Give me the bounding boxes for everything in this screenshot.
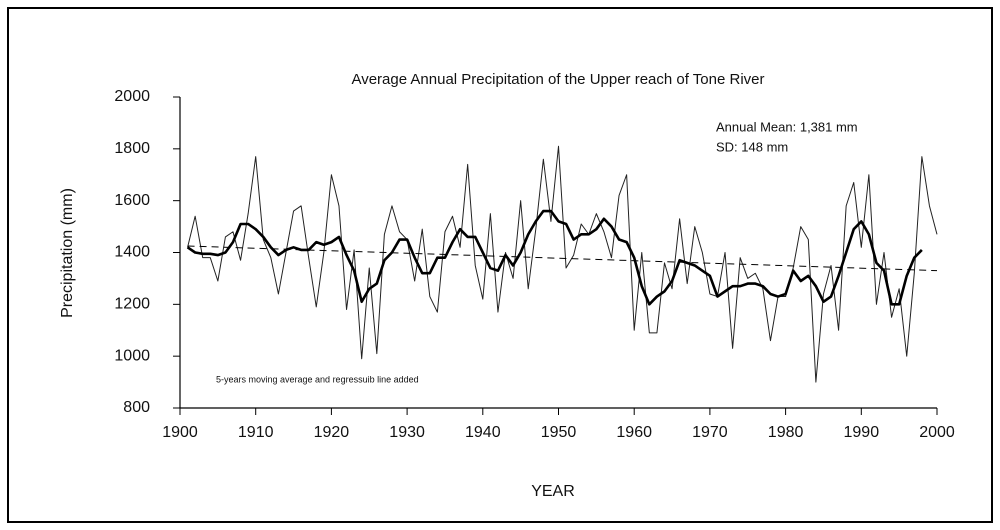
y-tick-label: 1800 bbox=[114, 140, 150, 157]
x-tick-label: 1980 bbox=[768, 424, 804, 441]
y-tick-label: 1000 bbox=[114, 347, 150, 364]
x-tick-label: 2000 bbox=[919, 424, 955, 441]
x-tick-label: 1930 bbox=[389, 424, 425, 441]
x-tick-label: 1950 bbox=[541, 424, 577, 441]
series-line bbox=[187, 145, 938, 383]
y-tick-label: 800 bbox=[123, 399, 150, 416]
chart-title: Average Annual Precipitation of the Uppe… bbox=[351, 71, 764, 88]
x-tick-label: 1960 bbox=[616, 424, 652, 441]
y-tick-label: 2000 bbox=[114, 88, 150, 105]
annotation: Annual Mean: 1,381 mm bbox=[716, 119, 858, 134]
x-tick-label: 1970 bbox=[692, 424, 728, 441]
y-axis-label: Precipitation (mm) bbox=[59, 188, 76, 318]
series-line bbox=[186, 209, 923, 306]
x-tick-label: 1990 bbox=[844, 424, 880, 441]
annotation: SD: 148 mm bbox=[716, 139, 788, 154]
x-axis-label: YEAR bbox=[531, 483, 575, 500]
annotation: 5-years moving average and regressuib li… bbox=[216, 374, 419, 384]
y-tick-label: 1400 bbox=[114, 244, 150, 261]
x-tick-label: 1910 bbox=[238, 424, 274, 441]
y-tick-label: 1600 bbox=[114, 192, 150, 209]
series-line bbox=[187, 245, 938, 272]
y-tick-label: 1200 bbox=[114, 296, 150, 313]
x-tick-label: 1920 bbox=[314, 424, 350, 441]
x-tick-label: 1940 bbox=[465, 424, 501, 441]
x-tick-label: 1900 bbox=[162, 424, 198, 441]
